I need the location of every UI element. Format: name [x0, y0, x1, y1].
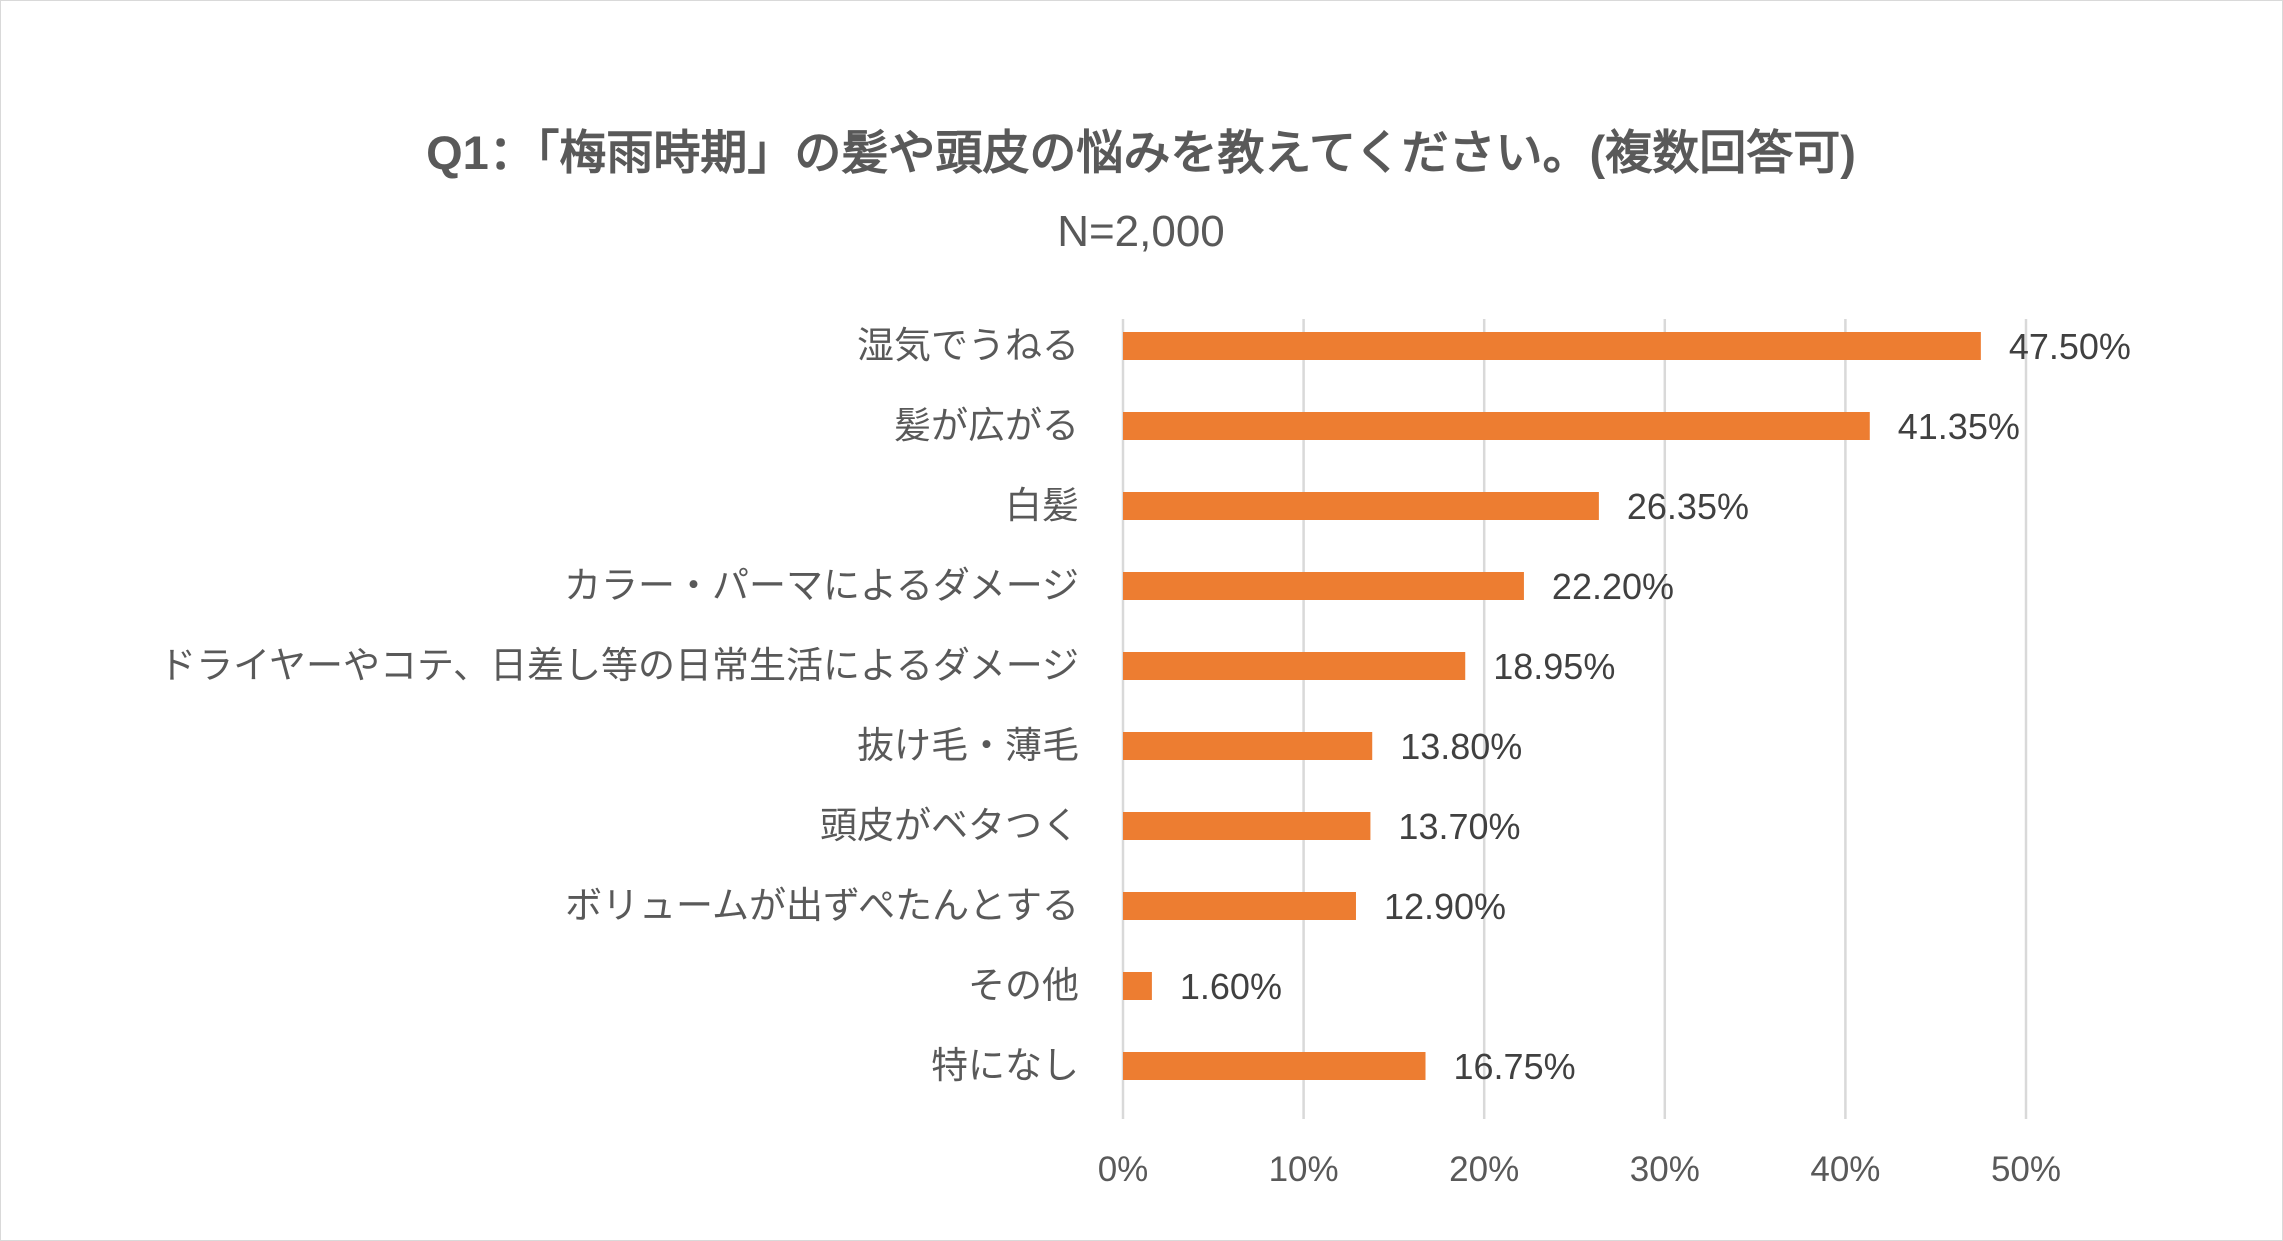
bar [1123, 972, 1152, 1000]
category-label: 抜け毛・薄毛 [857, 724, 1079, 767]
category-label: 頭皮がベタつく [820, 804, 1079, 847]
data-label: 22.20% [1552, 566, 1674, 607]
data-label: 12.90% [1384, 886, 1506, 927]
data-label: 26.35% [1627, 486, 1749, 527]
category-label: ボリュームが出ずぺたんとする [565, 884, 1079, 927]
category-label: カラー・パーマによるダメージ [564, 564, 1079, 607]
value-labels: 47.50% 41.35% 26.35% 22.20% 18.95% 13.80% 13.7… [1180, 326, 2131, 1087]
bars [1123, 332, 1981, 1080]
bar [1123, 652, 1466, 680]
x-tick-label: 0% [1098, 1150, 1149, 1189]
x-tick-label: 20% [1449, 1150, 1519, 1189]
bar [1123, 732, 1373, 760]
x-axis-tick-labels: 0% 10% 20% 30% 40% 50% [1098, 1150, 2061, 1189]
data-label: 13.70% [1398, 806, 1520, 847]
category-label: ドライヤーやコテ、日差し等の日常生活によるダメージ [159, 644, 1079, 687]
data-label: 13.80% [1400, 726, 1522, 767]
bar [1123, 572, 1524, 600]
bar [1123, 412, 1870, 440]
x-tick-label: 30% [1630, 1150, 1700, 1189]
x-tick-label: 10% [1269, 1150, 1339, 1189]
bar [1123, 812, 1371, 840]
chart-subtitle: N=2,000 [1057, 207, 1225, 256]
bar [1123, 1052, 1426, 1080]
bar [1123, 892, 1356, 920]
data-label: 1.60% [1180, 966, 1282, 1007]
data-label: 47.50% [2009, 326, 2131, 367]
data-label: 16.75% [1454, 1046, 1576, 1087]
category-label: 湿気でうねる [857, 324, 1079, 367]
bar [1123, 492, 1599, 520]
category-label: 白髪 [1005, 484, 1079, 527]
category-label: その他 [968, 964, 1079, 1007]
data-label: 41.35% [1898, 406, 2020, 447]
category-label: 髪が広がる [894, 404, 1079, 447]
category-labels: 湿気でうねる髪が広がる白髪カラー・パーマによるダメージドライヤーやコテ、日差し等… [159, 324, 1079, 1087]
bar [1123, 332, 1981, 360]
category-label: 特になし [931, 1044, 1079, 1087]
data-label: 18.95% [1493, 646, 1615, 687]
x-tick-label: 40% [1810, 1150, 1880, 1189]
chart-title: Q1：「梅雨時期」の髪や頭皮の悩みを教えてください。(複数回答可) [426, 126, 1856, 179]
x-tick-label: 50% [1991, 1150, 2061, 1189]
